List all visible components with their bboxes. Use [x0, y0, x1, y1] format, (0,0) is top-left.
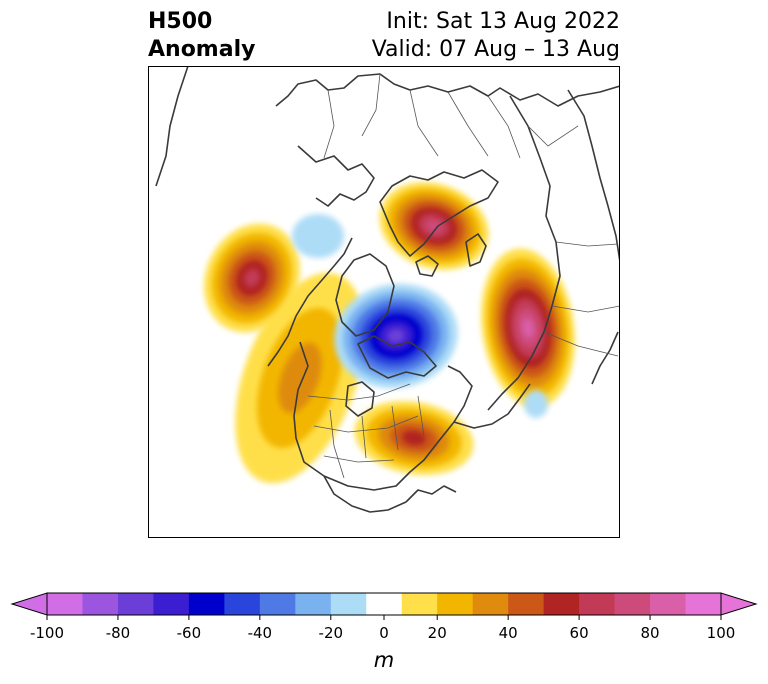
colorbar-box: [188, 593, 225, 615]
colorbar-box: [472, 593, 509, 615]
contour-ring: [426, 219, 442, 233]
anomaly-north-atlantic-weak-low: [524, 390, 548, 418]
colorbar-box: [295, 593, 332, 615]
colorbar-box: [117, 593, 154, 615]
colorbar-box: [330, 593, 367, 615]
colorbar: -100 -80 -60 -40 -20 0 20 40 60 80 100 m: [10, 592, 758, 672]
colorbar-box: [614, 593, 651, 615]
colorbar-box: [437, 593, 474, 615]
colorbar-unit: m: [374, 648, 394, 672]
coastline-canadian-archipelago: [357, 335, 437, 379]
colorbar-extend-max: [720, 592, 758, 616]
colorbar-tick-label: -60: [177, 624, 202, 642]
anomaly-alaska-pacific-high: [204, 223, 300, 333]
colorbar-box: [401, 593, 438, 615]
contour-ring: [524, 390, 548, 418]
coastline-mediterranean: [297, 145, 375, 207]
map-frame: [148, 66, 620, 538]
map-title: H500 Anomaly: [148, 8, 255, 64]
colorbar-box: [508, 593, 545, 615]
colorbar-extend-min: [10, 592, 48, 616]
colorbar-boxes: [10, 592, 758, 616]
colorbar-tick-label: -100: [30, 624, 64, 642]
coastline-svalbard: [415, 255, 439, 277]
contour-ring: [292, 214, 344, 258]
coastline-caribbean: [405, 485, 457, 503]
colorbar-tick-label: 60: [570, 624, 589, 642]
colorbar-box: [224, 593, 261, 615]
coastlines: [155, 66, 620, 513]
anomaly-siberia-high: [481, 248, 575, 408]
anomaly-scandinavia-high: [379, 182, 489, 270]
coastline-north-america: [293, 341, 473, 491]
coastline-central-america: [323, 475, 407, 513]
colorbar-box: [153, 593, 190, 615]
colorbar-box: [47, 593, 83, 615]
colorbar-tick-label: 0: [379, 624, 389, 642]
map-dates: Init: Sat 13 Aug 2022 Valid: 07 Aug – 13…: [372, 8, 620, 64]
contour-ring: [402, 430, 426, 446]
coastline-scandinavia: [379, 169, 499, 257]
colorbar-ticks: -100 -80 -60 -40 -20 0 20 40 60 80 100: [30, 615, 735, 642]
contour-ring: [387, 328, 405, 344]
coastline-east-asia: [567, 89, 620, 263]
anomaly-greenland-weak-low: [292, 214, 344, 258]
political-borders: [307, 73, 620, 479]
colorbar-tick-label: -40: [248, 624, 273, 642]
colorbar-tick-label: 20: [428, 624, 447, 642]
colorbar-tick-label: 100: [707, 624, 736, 642]
colorbar-box: [685, 593, 722, 615]
coastline-novaya-zemlya: [465, 233, 487, 267]
colorbar-box: [82, 593, 119, 615]
title-type: Anomaly: [148, 37, 256, 62]
colorbar-box: [259, 593, 296, 615]
anomaly-polar-low: [334, 283, 458, 389]
colorbar-tick-label: -80: [106, 624, 131, 642]
coastline-greenland: [335, 253, 395, 337]
contour-ring: [522, 318, 534, 338]
colorbar-tick-label: 40: [499, 624, 518, 642]
colorbar-tick-label: -20: [319, 624, 344, 642]
contour-ring: [243, 268, 261, 288]
anomaly-map: [148, 66, 620, 538]
coastline-west-coast: [267, 237, 353, 367]
title-variable: H500: [148, 9, 213, 34]
coastline-alaska: [453, 383, 531, 429]
coastline-hudson-bay: [345, 381, 375, 417]
coastline-japan: [591, 331, 619, 385]
colorbar-tick-label: 80: [641, 624, 660, 642]
colorbar-box: [543, 593, 580, 615]
contour-ring: [278, 342, 322, 414]
colorbar-box: [650, 593, 686, 615]
coastline-siberia: [487, 95, 561, 411]
colorbar-box: [366, 593, 403, 615]
colorbar-box: [579, 593, 615, 615]
coastline-africa: [155, 66, 189, 187]
valid-range: Valid: 07 Aug – 13 Aug: [371, 37, 620, 62]
init-date: Init: Sat 13 Aug 2022: [386, 9, 620, 34]
coastline-europe: [275, 73, 620, 107]
